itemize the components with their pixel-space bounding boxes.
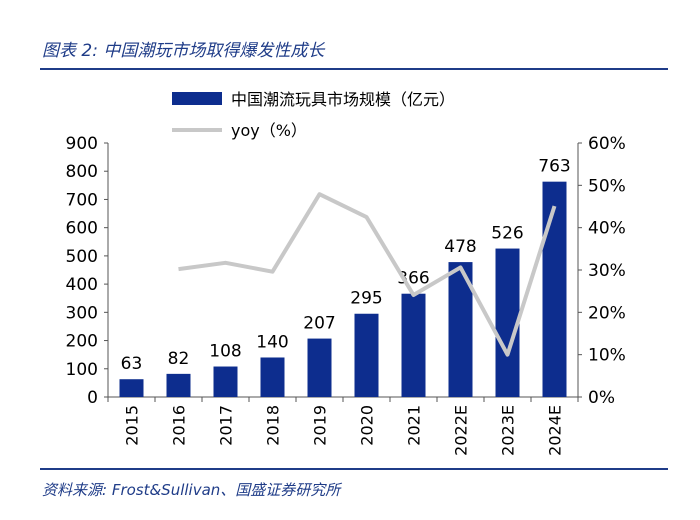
legend-swatch-market-size xyxy=(172,92,222,105)
y-right-tick-label: 60% xyxy=(588,134,626,154)
figure-title: 图表 2: 中国潮玩市场取得爆发性成长 xyxy=(42,41,325,61)
bar-data-label: 108 xyxy=(209,342,241,362)
y-axis-left: 0 100 200 300 400 500 600 700 800 900 xyxy=(66,134,109,408)
x-tick-label: 2016 xyxy=(170,405,189,446)
y-left-tick-label: 700 xyxy=(66,190,98,210)
bar-data-label: 140 xyxy=(256,332,288,352)
bar-2015 xyxy=(119,379,144,397)
y-left-tick-label: 400 xyxy=(66,275,98,295)
bar-data-label: 478 xyxy=(444,237,476,257)
y-right-tick-label: 30% xyxy=(588,261,626,281)
x-tick-label: 2020 xyxy=(358,405,377,446)
y-right-tick-label: 0% xyxy=(588,388,615,408)
yoy-line xyxy=(178,192,557,357)
bar-2020 xyxy=(354,313,379,397)
x-tick-label: 2018 xyxy=(264,405,283,446)
source-note: 资料来源: Frost&Sullivan、国盛证券研究所 xyxy=(42,481,341,499)
chart-legend: 中国潮流玩具市场规模（亿元） yoy（%） xyxy=(172,90,455,140)
y-left-tick-label: 100 xyxy=(66,360,98,380)
y-left-tick-label: 200 xyxy=(66,332,98,352)
legend-label-yoy: yoy（%） xyxy=(231,121,307,140)
x-tick-label: 2021 xyxy=(405,405,424,446)
y-left-tick-label: 300 xyxy=(66,303,98,323)
x-tick-label: 2023E xyxy=(499,405,518,456)
y-right-tick-label: 10% xyxy=(588,346,626,366)
bar-2019 xyxy=(307,338,332,397)
x-tick-label: 2015 xyxy=(123,405,142,446)
title-divider xyxy=(40,68,668,70)
bar-2018 xyxy=(260,357,285,397)
bar-data-label: 295 xyxy=(350,289,382,309)
y-left-tick-label: 800 xyxy=(66,162,98,182)
bar-2016 xyxy=(166,373,191,397)
x-tick-label: 2024E xyxy=(546,405,565,456)
x-axis-tick-labels: 2015 2016 2017 2018 2019 2020 2021 2022E 2023E 20… xyxy=(107,397,579,456)
source-divider xyxy=(40,468,668,470)
x-tick-label: 2017 xyxy=(217,405,236,446)
bar-data-label: 763 xyxy=(538,157,570,177)
bar-data-label: 63 xyxy=(121,354,143,374)
y-right-tick-label: 20% xyxy=(588,303,626,323)
y-left-tick-label: 900 xyxy=(66,134,98,154)
bar-data-label: 207 xyxy=(303,314,335,334)
bar-2024E xyxy=(542,181,567,397)
y-axis-right: 0% 10% 20% 30% 40% 50% 60% xyxy=(577,134,626,408)
line-series-yoy xyxy=(178,192,557,357)
y-right-tick-label: 50% xyxy=(588,176,626,196)
y-right-tick-label: 40% xyxy=(588,219,626,239)
bar-data-label: 82 xyxy=(168,349,190,369)
y-left-tick-label: 500 xyxy=(66,247,98,267)
bar-data-label: 526 xyxy=(491,224,523,244)
y-left-tick-label: 600 xyxy=(66,219,98,239)
x-tick-label: 2019 xyxy=(311,405,330,446)
y-left-tick-label: 0 xyxy=(87,388,98,408)
bar-2017 xyxy=(213,366,238,397)
bar-2021 xyxy=(401,293,426,397)
x-tick-label: 2022E xyxy=(452,405,471,456)
legend-label-market-size: 中国潮流玩具市场规模（亿元） xyxy=(231,90,455,109)
